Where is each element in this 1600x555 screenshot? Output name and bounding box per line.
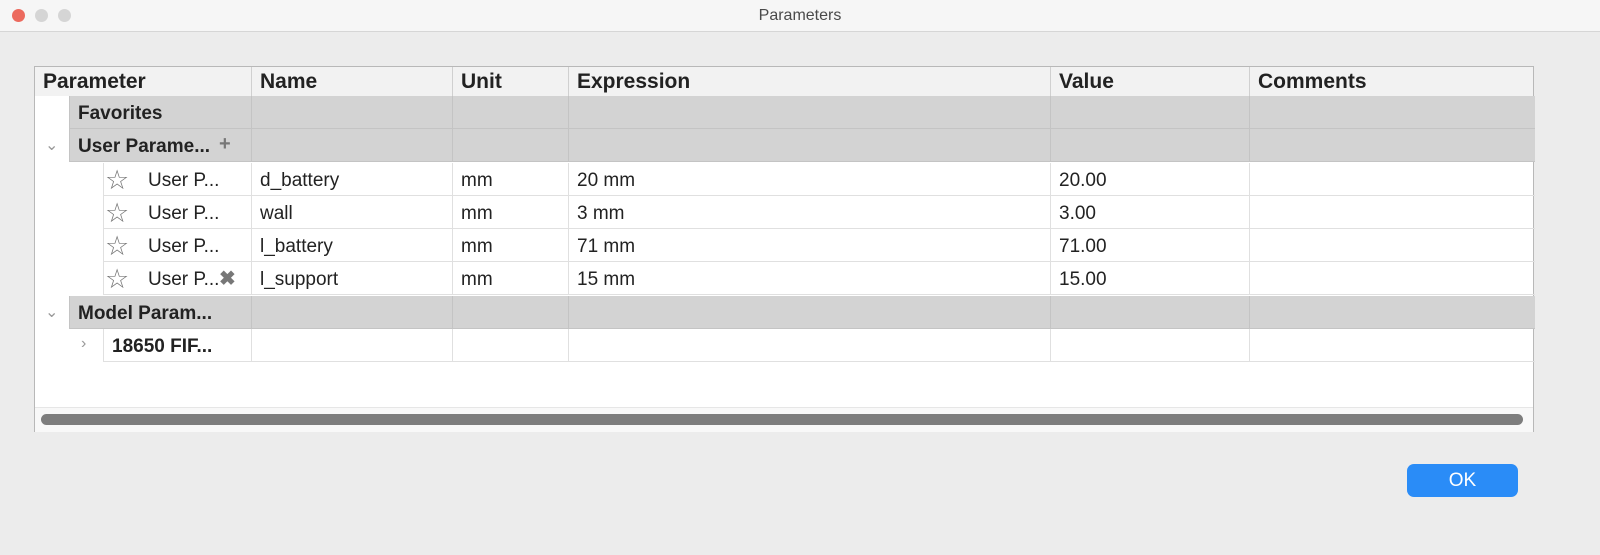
cell-unit xyxy=(452,296,568,329)
cell-unit[interactable]: mm xyxy=(452,196,568,229)
cell-expression xyxy=(568,296,1050,329)
cell-unit xyxy=(452,96,568,129)
favorite-star-icon[interactable]: ☆ xyxy=(105,165,130,195)
cell-value[interactable] xyxy=(1050,329,1249,362)
model-parameters-group-row[interactable]: Model Param... ⌄ xyxy=(35,296,1535,329)
favorite-star-icon[interactable]: ☆ xyxy=(105,264,130,294)
chevron-right-icon[interactable]: › xyxy=(81,335,87,352)
cell-name xyxy=(251,296,452,329)
column-header-comments[interactable]: Comments xyxy=(1249,67,1535,96)
cell-parameter: User P... xyxy=(103,196,251,229)
cell-value[interactable]: 3.00 xyxy=(1050,196,1249,229)
cell-unit[interactable]: mm xyxy=(452,229,568,262)
cell-value xyxy=(1050,129,1249,162)
column-header-expression[interactable]: Expression xyxy=(568,67,1050,96)
user-parameter-row[interactable]: User P... l_battery mm 71 mm 71.00 ☆ xyxy=(35,229,1535,262)
cell-unit[interactable]: mm xyxy=(452,262,568,295)
cell-parameter: Model Param... xyxy=(69,296,251,329)
cell-name[interactable]: wall xyxy=(251,196,452,229)
cell-parameter: User P... xyxy=(103,229,251,262)
cell-comments[interactable] xyxy=(1249,229,1535,262)
cell-expression[interactable] xyxy=(568,329,1050,362)
cell-value[interactable]: 15.00 xyxy=(1050,262,1249,295)
cell-name xyxy=(251,129,452,162)
chevron-down-icon[interactable]: ⌄ xyxy=(45,137,59,154)
cell-value xyxy=(1050,96,1249,129)
cell-expression[interactable]: 3 mm xyxy=(568,196,1050,229)
cell-comments xyxy=(1249,96,1535,129)
minimize-window-button[interactable] xyxy=(35,9,48,22)
cell-parameter: User P... xyxy=(103,262,251,295)
cell-parameter: User P... xyxy=(103,163,251,196)
cell-expression xyxy=(568,96,1050,129)
favorite-star-icon[interactable]: ☆ xyxy=(105,198,130,228)
cell-value[interactable]: 71.00 xyxy=(1050,229,1249,262)
column-header-value[interactable]: Value xyxy=(1050,67,1249,96)
cell-name[interactable]: d_battery xyxy=(251,163,452,196)
ok-button[interactable]: OK xyxy=(1407,464,1518,497)
column-header-name[interactable]: Name xyxy=(251,67,452,96)
table-header: Parameter Name Unit Expression Value Com… xyxy=(35,67,1533,96)
cell-value xyxy=(1050,296,1249,329)
cell-parameter: Favorites xyxy=(69,96,251,129)
delete-parameter-icon[interactable]: ✖ xyxy=(219,268,236,290)
cell-expression[interactable]: 71 mm xyxy=(568,229,1050,262)
zoom-window-button[interactable] xyxy=(58,9,71,22)
cell-name[interactable]: l_support xyxy=(251,262,452,295)
cell-comments xyxy=(1249,129,1535,162)
window-title: Parameters xyxy=(758,7,842,24)
cell-unit xyxy=(452,129,568,162)
cell-unit[interactable] xyxy=(452,329,568,362)
cell-comments xyxy=(1249,296,1535,329)
favorite-star-icon[interactable]: ☆ xyxy=(105,231,130,261)
favorites-group-row[interactable]: Favorites xyxy=(35,96,1535,129)
cell-name xyxy=(251,96,452,129)
cell-expression xyxy=(568,129,1050,162)
cell-comments[interactable] xyxy=(1249,163,1535,196)
horizontal-scrollbar[interactable] xyxy=(41,414,1523,425)
user-parameter-row[interactable]: User P... l_support mm 15 mm 15.00 ☆ ✖ xyxy=(35,262,1535,295)
cell-name[interactable] xyxy=(251,329,452,362)
cell-expression[interactable]: 20 mm xyxy=(568,163,1050,196)
cell-parameter: 18650 FIF... xyxy=(103,329,251,362)
user-parameter-row[interactable]: User P... wall mm 3 mm 3.00 ☆ xyxy=(35,196,1535,229)
close-window-button[interactable] xyxy=(12,9,25,22)
title-bar: Parameters xyxy=(0,0,1600,32)
user-parameters-group-row[interactable]: User Parame... ⌄ + xyxy=(35,129,1535,162)
cell-expression[interactable]: 15 mm xyxy=(568,262,1050,295)
column-header-parameter[interactable]: Parameter xyxy=(43,70,146,93)
cell-comments[interactable] xyxy=(1249,262,1535,295)
cell-unit[interactable]: mm xyxy=(452,163,568,196)
model-item-row[interactable]: 18650 FIF... › xyxy=(35,329,1535,362)
cell-value[interactable]: 20.00 xyxy=(1050,163,1249,196)
parameters-table: Parameter Name Unit Expression Value Com… xyxy=(34,66,1535,432)
user-parameter-row[interactable]: User P... d_battery mm 20 mm 20.00 ☆ xyxy=(35,163,1535,196)
cell-comments[interactable] xyxy=(1249,329,1535,362)
cell-parameter: User Parame... xyxy=(69,129,251,162)
add-parameter-icon[interactable]: + xyxy=(219,133,231,155)
cell-name[interactable]: l_battery xyxy=(251,229,452,262)
chevron-down-icon[interactable]: ⌄ xyxy=(45,304,59,321)
column-header-unit[interactable]: Unit xyxy=(452,67,568,96)
cell-comments[interactable] xyxy=(1249,196,1535,229)
